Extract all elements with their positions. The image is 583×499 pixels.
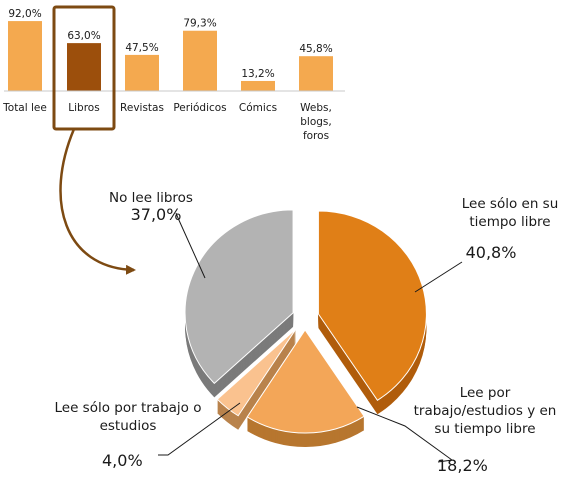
bar-2 — [67, 43, 101, 91]
bar-category-label-3: Revistas — [120, 102, 164, 114]
bar-value-label-1: 92,0% — [8, 8, 41, 20]
pie-slice-value-4: 37,0% — [131, 205, 182, 224]
pie-leader-line-4 — [175, 212, 206, 279]
pie-slice-4 — [184, 209, 294, 385]
bar-1 — [8, 21, 42, 91]
pie-leader-line-2 — [356, 406, 454, 463]
connector-arrow — [59, 128, 136, 275]
bar-category-label-5: Cómics — [239, 102, 277, 114]
pie-slice-1 — [317, 210, 427, 401]
pie-slice-label-4: No lee libros — [109, 190, 193, 206]
bar-4 — [183, 30, 217, 91]
pie-slice-2 — [246, 329, 365, 434]
pie-slice-3 — [216, 328, 297, 417]
pie-leader-line-1 — [414, 261, 463, 293]
highlight-frame — [52, 5, 116, 131]
bar-category-label-4: Periódicos — [173, 102, 226, 114]
bar-category-label-6-line-3: foros — [303, 130, 329, 142]
bar-chart: 92,0% Total lee 63,0% Libros 47,5% Revistas 79… — [2, 5, 345, 275]
bar-value-label-2: 63,0% — [67, 30, 100, 42]
bar-6 — [299, 56, 333, 91]
pie-slice-label-2-line-2: trabajo/estudios y en — [414, 403, 557, 419]
pie-slice-label-2-line-3: su tiempo libre — [434, 421, 535, 437]
pie-slice-value-3: 4,0% — [102, 451, 143, 470]
bar-category-label-2: Libros — [68, 102, 99, 114]
bar-5 — [241, 80, 275, 91]
pie-slice-label-1-line-2: tiempo libre — [469, 214, 550, 230]
pie-slice-label-1: Lee sólo en su — [462, 196, 559, 212]
bar-category-label-1: Total lee — [2, 102, 47, 114]
pie-chart: Lee sólo en su tiempo libre 40,8% Lee por tr… — [55, 190, 559, 475]
bar-value-label-5: 13,2% — [241, 68, 274, 80]
pie-slice-value-1: 40,8% — [466, 243, 517, 262]
bar-value-label-4: 79,3% — [183, 18, 216, 30]
bar-value-label-3: 47,5% — [125, 42, 158, 54]
bar-category-label-6-line-2: blogs, — [300, 116, 331, 128]
pie-leader-line-3 — [158, 402, 241, 456]
bar-category-label-6: Webs, — [300, 102, 332, 114]
pie-slice-label-3: Lee sólo por trabajo o — [55, 400, 202, 416]
pie-slice-value-2: 18,2% — [437, 456, 488, 475]
pie-slice-label-3-line-2: estudios — [100, 418, 157, 434]
bar-value-label-6: 45,8% — [299, 43, 332, 55]
pie-slice-label-2: Lee por — [460, 385, 511, 401]
bar-3 — [125, 54, 159, 91]
